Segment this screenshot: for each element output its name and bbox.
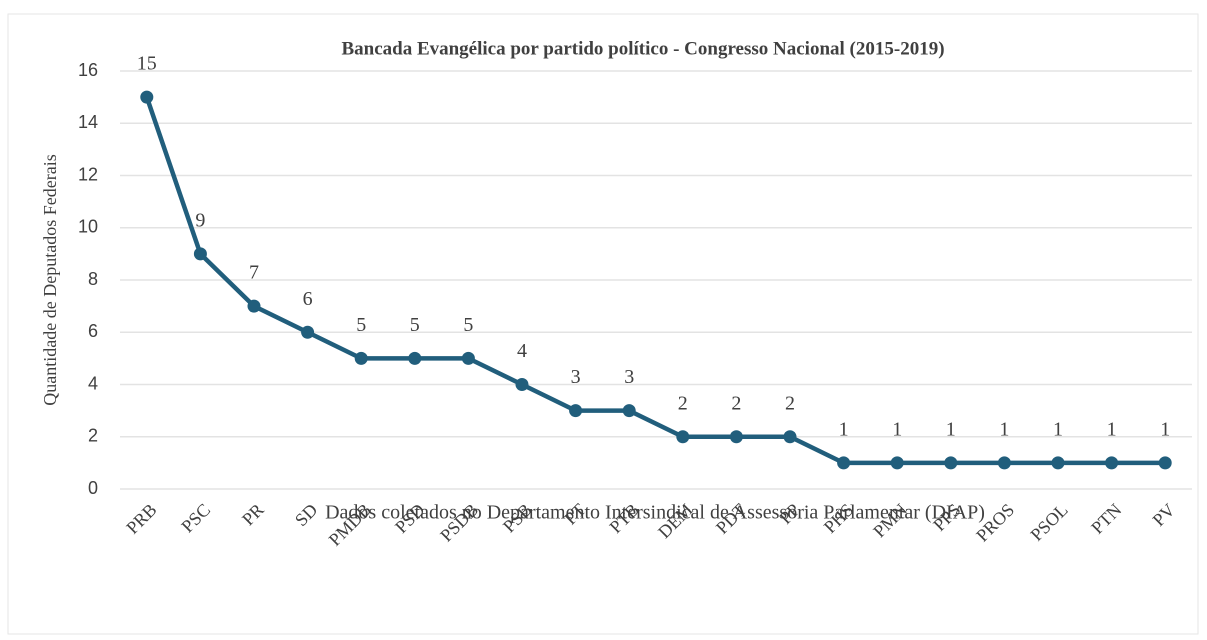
y-tick-label: 0 bbox=[88, 478, 98, 498]
data-point bbox=[1051, 456, 1065, 470]
data-point bbox=[1105, 456, 1119, 470]
chart-title: Bancada Evangélica por partido político … bbox=[341, 38, 944, 59]
data-label: 1 bbox=[999, 418, 1009, 440]
data-point bbox=[729, 430, 743, 444]
data-label: 5 bbox=[463, 314, 473, 336]
data-label: 1 bbox=[1107, 418, 1117, 440]
y-tick-label: 14 bbox=[78, 112, 98, 132]
chart-subtitle: Dados coletados no Departamento Intersin… bbox=[325, 502, 985, 524]
data-label: 9 bbox=[195, 209, 205, 231]
data-label: 15 bbox=[137, 53, 157, 75]
data-label: 4 bbox=[517, 340, 527, 362]
y-tick-label: 2 bbox=[88, 426, 98, 446]
data-label: 6 bbox=[303, 288, 313, 310]
data-point bbox=[247, 299, 261, 313]
data-label: 5 bbox=[410, 314, 420, 336]
data-point bbox=[783, 430, 797, 444]
y-tick-label: 8 bbox=[88, 269, 98, 289]
y-tick-label: 16 bbox=[78, 60, 98, 80]
data-point bbox=[997, 456, 1011, 470]
data-label: 1 bbox=[839, 418, 849, 440]
data-point bbox=[944, 456, 958, 470]
data-label: 5 bbox=[356, 314, 366, 336]
y-axis-label: Quantidade de Deputados Federais bbox=[40, 154, 60, 405]
data-point bbox=[622, 404, 636, 418]
data-label: 2 bbox=[785, 392, 795, 414]
data-label: 3 bbox=[571, 366, 581, 388]
data-point bbox=[354, 351, 368, 365]
data-label: 3 bbox=[624, 366, 634, 388]
data-label: 2 bbox=[678, 392, 688, 414]
data-point bbox=[676, 430, 690, 444]
data-point bbox=[193, 247, 207, 261]
data-label: 1 bbox=[892, 418, 902, 440]
data-point bbox=[1158, 456, 1172, 470]
data-point bbox=[569, 404, 583, 418]
data-label: 1 bbox=[1160, 418, 1170, 440]
data-label: 1 bbox=[1053, 418, 1063, 440]
y-tick-label: 4 bbox=[88, 373, 98, 393]
y-tick-label: 10 bbox=[78, 217, 98, 237]
line bbox=[144, 96, 1166, 466]
data-point bbox=[408, 351, 422, 365]
data-point bbox=[461, 351, 475, 365]
data-point bbox=[140, 90, 154, 104]
data-point bbox=[890, 456, 904, 470]
data-label: 7 bbox=[249, 262, 259, 284]
chart-frame bbox=[7, 13, 1199, 635]
data-point bbox=[837, 456, 851, 470]
data-point bbox=[515, 378, 529, 391]
data-label: 2 bbox=[731, 392, 741, 414]
data-label: 1 bbox=[946, 418, 956, 440]
data-point bbox=[301, 325, 315, 339]
y-tick-label: 12 bbox=[78, 164, 98, 184]
y-tick-label: 6 bbox=[88, 321, 98, 341]
